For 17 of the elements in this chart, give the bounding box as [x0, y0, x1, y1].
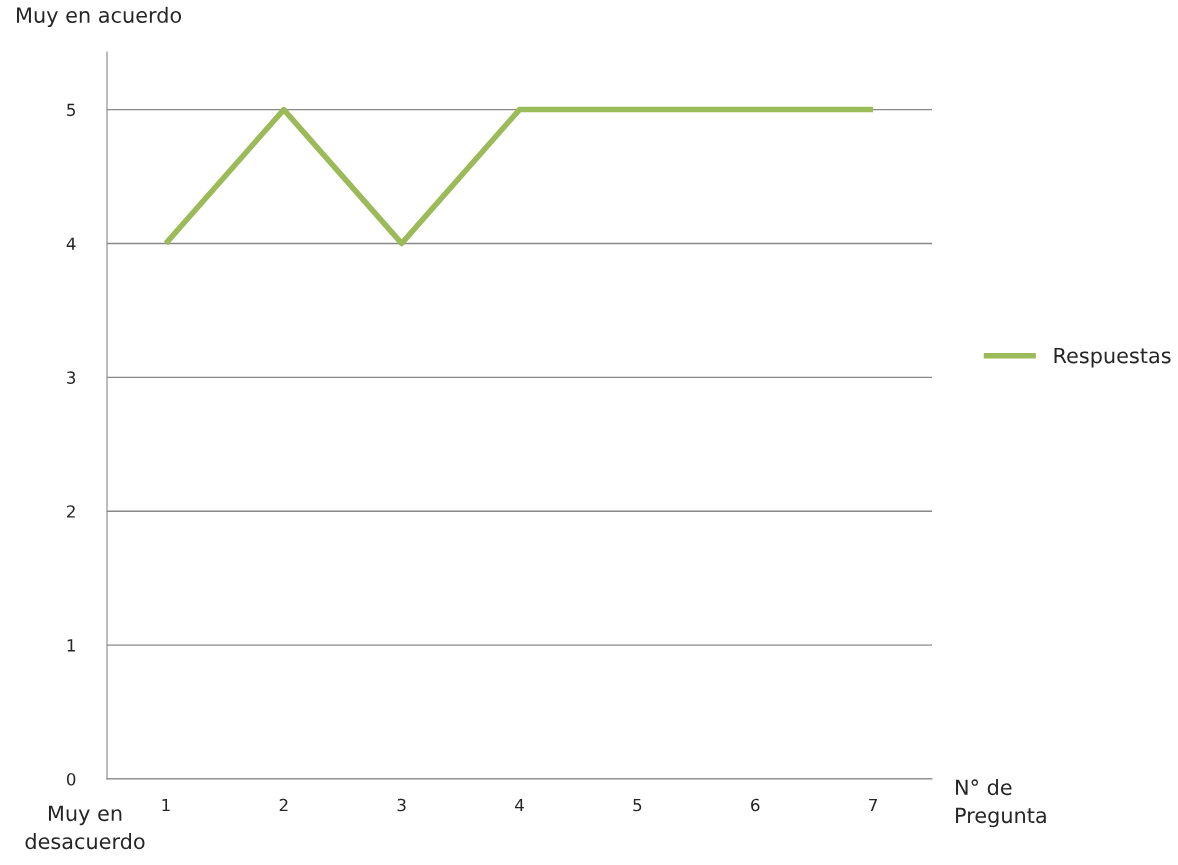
y-axis-title: Muy en acuerdo [17, 6, 182, 27]
y-tick-label: 2 [67, 505, 75, 518]
y-tick-label: 3 [67, 371, 76, 384]
x-tick-label: 5 [633, 798, 642, 812]
y-tick-label: 0 [66, 772, 76, 786]
text: Muy en desacuerdo [25, 805, 145, 850]
x-tick-label: 3 [397, 798, 406, 812]
x-tick-label: 2 [279, 798, 288, 812]
x-tick-label: 7 [869, 798, 877, 812]
y-tick-label: 5 [67, 103, 75, 117]
y-tick-label: 4 [66, 237, 76, 250]
x-tick-label: 1 [162, 798, 170, 812]
legend-label: Respuestas [1054, 347, 1171, 368]
x-tick-label: 4 [515, 798, 524, 812]
x-tick-label: 6 [751, 798, 760, 812]
x-axis-title: N° de Pregunta [956, 779, 1046, 828]
y-tick-label: 1 [67, 639, 75, 652]
